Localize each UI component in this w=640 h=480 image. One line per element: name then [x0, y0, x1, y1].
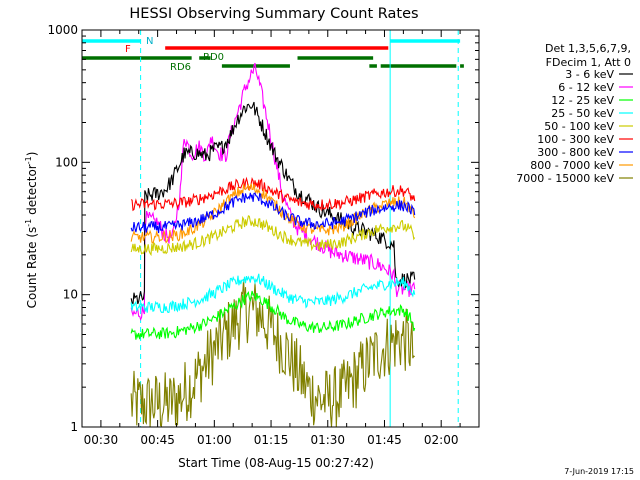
- x-tick-label: 01:30: [310, 433, 345, 447]
- legend-label: 6 - 12 keV: [558, 81, 614, 94]
- series-line-100-300-kev: [130, 176, 416, 212]
- x-tick-label: 01:45: [367, 433, 402, 447]
- y-tick-label: 1: [70, 420, 78, 434]
- annotation-n: N: [146, 36, 153, 47]
- series-line-25-50-kev: [130, 273, 416, 314]
- chart-title: HESSI Observing Summary Count Rates: [129, 6, 418, 22]
- x-tick-label: 01:15: [254, 433, 289, 447]
- data-series: [130, 62, 416, 428]
- legend: Det 1,3,5,6,7,9, FDecim 1, Att 0 3 - 6 k…: [516, 42, 633, 185]
- y-axis-label-part: ): [25, 152, 39, 157]
- annotation-f: F: [125, 44, 131, 55]
- y-axis-label-part: Count Rate (s: [25, 227, 39, 309]
- axes: 00:30 00:45 01:00 01:15 01:30 01:45 02:00 1 10 10…: [47, 23, 480, 447]
- legend-label: 800 - 7000 keV: [530, 159, 614, 172]
- y-axis-label-exponent: -1: [24, 219, 33, 227]
- status-bars: [82, 39, 464, 68]
- x-tick-label: 00:45: [140, 433, 175, 447]
- y-axis-label: Count Rate (s-1 detector-1): [24, 152, 39, 309]
- y-tick-label: 10: [63, 288, 78, 302]
- legend-label: 300 - 800 keV: [537, 146, 614, 159]
- legend-label: 25 - 50 keV: [551, 107, 614, 120]
- series-line-7000-15000-kev: [130, 279, 416, 428]
- legend-label: 12 - 25 keV: [551, 94, 614, 107]
- legend-header-line: FDecim 1, Att 0: [546, 56, 631, 69]
- x-tick-label: 02:00: [424, 433, 459, 447]
- legend-header-line: Det 1,3,5,6,7,9,: [545, 42, 631, 55]
- series-line-12-25-kev: [130, 290, 416, 340]
- y-tick-label: 100: [55, 155, 78, 169]
- legend-label: 50 - 100 keV: [544, 120, 614, 133]
- series-line-50-100-kev: [130, 215, 416, 257]
- series-line-300-800-kev: [130, 192, 416, 234]
- x-tick-label: 01:00: [197, 433, 232, 447]
- legend-label: 100 - 300 keV: [537, 133, 614, 146]
- x-axis-label: Start Time (08-Aug-15 00:27:42): [178, 456, 374, 470]
- x-tick-label: 00:30: [84, 433, 119, 447]
- y-axis-label-exponent: -1: [24, 156, 33, 164]
- plot-frame: [81, 29, 480, 428]
- y-axis-label-part: detector: [25, 164, 39, 219]
- legend-label: 7000 - 15000 keV: [516, 172, 614, 185]
- annotation-rd6: RD6: [170, 62, 191, 73]
- legend-label: 3 - 6 keV: [565, 68, 614, 81]
- y-tick-label: 1000: [47, 23, 78, 37]
- footer-date: 7-Jun-2019 17:15: [564, 467, 634, 476]
- annotation-rd0: RD0: [203, 52, 224, 63]
